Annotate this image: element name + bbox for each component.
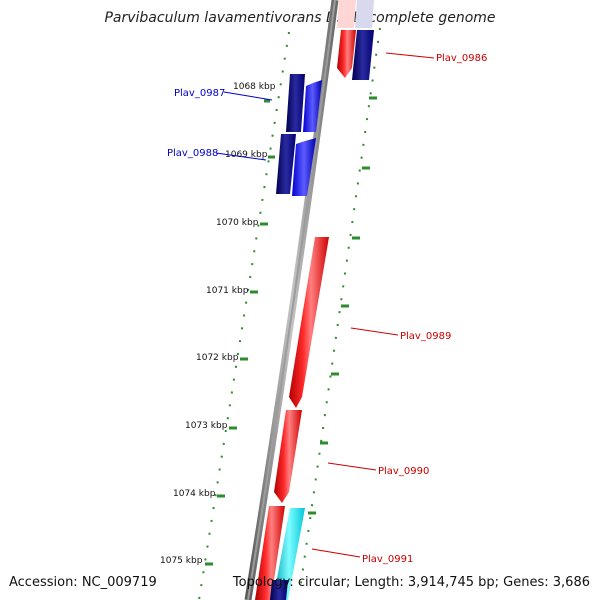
tick-label-1068: 1068 kbp xyxy=(233,82,276,92)
gene-plav-0991[interactable] xyxy=(273,508,305,600)
tick-label-1074: 1074 kbp xyxy=(173,489,216,499)
gene-label-plav-0991[interactable]: Plav_0991 xyxy=(362,554,413,565)
gene-labels: Plav_0986 Plav_0987 Plav_0988 Plav_0989 … xyxy=(167,52,487,565)
gene-label-plav-0986[interactable]: Plav_0986 xyxy=(436,53,487,64)
topology-text: Topology: circular; Length: 3,914,745 bp… xyxy=(232,575,590,590)
gene-plav-0989[interactable] xyxy=(289,237,329,408)
gene-plav-0990[interactable] xyxy=(274,410,302,503)
tick-label-1073: 1073 kbp xyxy=(185,421,228,431)
accession-text: Accession: NC_009719 xyxy=(9,575,157,590)
leader-line xyxy=(311,548,361,558)
gene-label-plav-0989[interactable]: Plav_0989 xyxy=(400,331,451,342)
map-title: Parvibaculum lavamentivorans DS-1, compl… xyxy=(104,10,495,26)
gene-plav-0991-red[interactable] xyxy=(255,506,285,600)
gene-label-plav-0987[interactable]: Plav_0987 xyxy=(174,88,225,99)
tick-label-1072: 1072 kbp xyxy=(196,353,239,363)
leader-line xyxy=(223,91,273,101)
tick-label-1075: 1075 kbp xyxy=(160,556,203,566)
tick-label-1070: 1070 kbp xyxy=(216,218,259,228)
gene-label-plav-0990[interactable]: Plav_0990 xyxy=(378,466,429,477)
gene-block-bottom xyxy=(270,580,288,600)
tick-label-1069: 1069 kbp xyxy=(225,150,268,160)
outer-ticks xyxy=(308,96,377,515)
gene-plav-0986[interactable] xyxy=(337,30,356,78)
gene-block-faded xyxy=(337,0,356,28)
gene-label-plav-0988[interactable]: Plav_0988 xyxy=(167,148,218,159)
gene-block-faded xyxy=(355,0,374,28)
scale-ticks: 1068 kbp 1069 kbp 1070 kbp 1071 kbp 1072… xyxy=(160,82,276,566)
leader-line xyxy=(215,152,267,161)
gene-plav-0988[interactable] xyxy=(292,138,316,196)
gene-plav-0986-neighbor xyxy=(352,30,374,80)
genome-backbone-highlight xyxy=(247,0,336,600)
gene-plav-0988-inner[interactable] xyxy=(276,134,296,194)
leader-line xyxy=(385,52,435,59)
gene-plav-0987[interactable] xyxy=(303,80,322,132)
leader-line xyxy=(350,327,399,336)
tick-label-1071: 1071 kbp xyxy=(206,286,249,296)
leader-line xyxy=(327,462,377,471)
gene-plav-0987-inner[interactable] xyxy=(286,74,305,132)
inner-tick-track xyxy=(198,31,290,600)
